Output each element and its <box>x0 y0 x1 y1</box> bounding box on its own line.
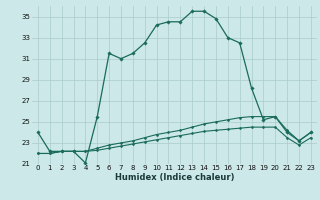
X-axis label: Humidex (Indice chaleur): Humidex (Indice chaleur) <box>115 173 234 182</box>
